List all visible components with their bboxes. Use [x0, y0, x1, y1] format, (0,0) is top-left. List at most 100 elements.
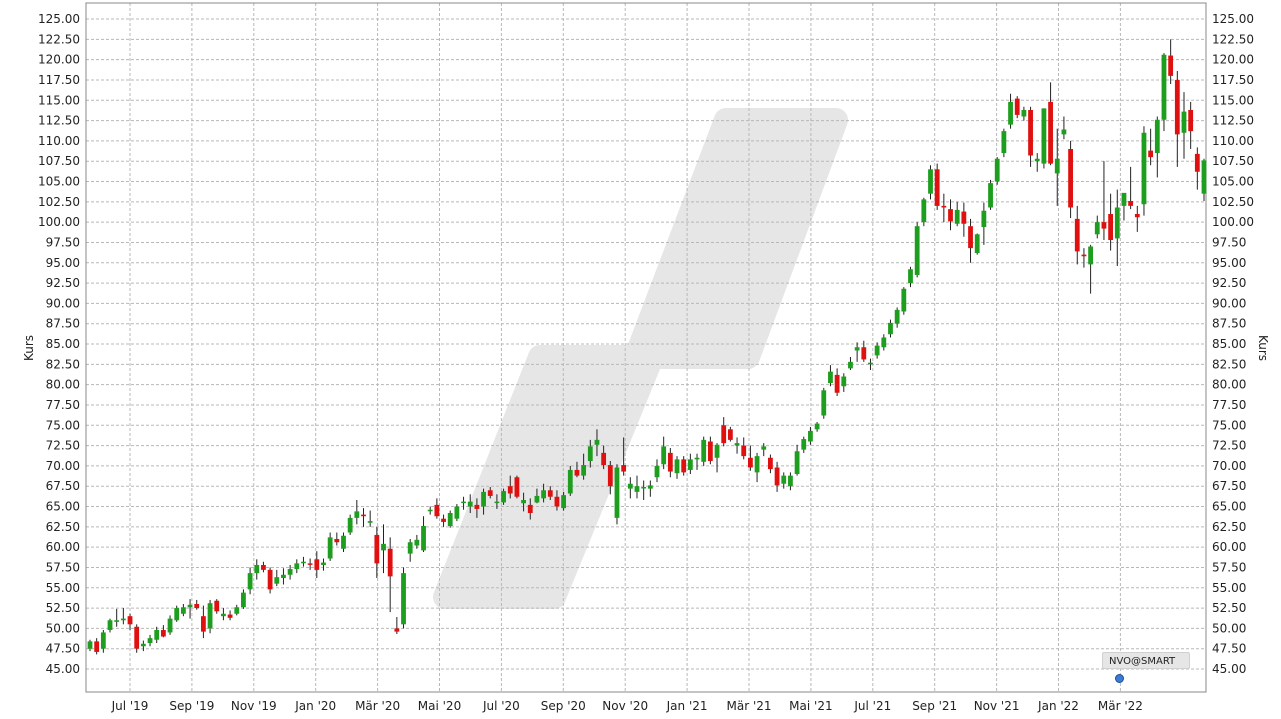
candle — [914, 222, 920, 278]
candle-body — [607, 465, 613, 487]
candle-body — [401, 573, 406, 625]
candle — [434, 498, 440, 519]
candle-body — [1168, 55, 1174, 76]
candle-body — [948, 209, 953, 222]
candle-body — [894, 309, 900, 324]
candle — [200, 605, 206, 639]
candle-body — [761, 446, 767, 450]
y-tick-label-left: 95.00 — [46, 256, 80, 270]
candles — [87, 39, 1207, 655]
candle — [768, 454, 773, 474]
candle-body — [788, 475, 793, 487]
candle-body — [100, 632, 106, 649]
candle-body — [554, 496, 560, 507]
candle — [741, 437, 747, 460]
candle-body — [621, 465, 627, 472]
candle-body — [367, 521, 373, 523]
candle-body — [241, 592, 246, 608]
candle-body — [1108, 214, 1114, 240]
candle-body — [801, 439, 807, 450]
candle-body — [828, 371, 833, 383]
y-axis-label-left: Kurs — [22, 335, 36, 361]
candle — [621, 437, 627, 476]
candle-body — [1134, 214, 1140, 218]
candle — [367, 510, 373, 527]
candle — [594, 429, 600, 457]
candle-body — [981, 210, 987, 227]
candle-body — [587, 446, 593, 461]
candle — [134, 624, 140, 653]
y-tick-label-right: 62.50 — [1212, 520, 1246, 534]
candle-body — [294, 563, 300, 570]
candle — [781, 472, 787, 489]
candle — [261, 561, 266, 573]
candle-body — [200, 616, 206, 632]
y-tick-label-left: 47.50 — [46, 642, 80, 656]
candle — [294, 559, 300, 574]
candle — [581, 453, 587, 480]
candle-body — [781, 475, 787, 484]
candle-body — [1114, 207, 1120, 239]
candle-body — [841, 376, 847, 387]
candle — [474, 498, 480, 518]
candle-body — [334, 539, 340, 543]
candle — [407, 539, 413, 562]
candle — [821, 387, 827, 419]
candle — [567, 465, 573, 496]
candle — [694, 453, 700, 470]
candle-body — [661, 446, 667, 465]
candle-body — [861, 347, 867, 360]
globe-icon — [1115, 673, 1124, 683]
candle-body — [1154, 119, 1160, 154]
candle — [1061, 116, 1067, 140]
candle — [814, 422, 820, 432]
candle — [514, 475, 520, 499]
candle-body — [321, 562, 326, 565]
candle — [1181, 92, 1187, 159]
candle — [327, 532, 333, 561]
candle — [881, 334, 887, 351]
y-tick-label-left: 57.50 — [46, 560, 80, 574]
candle-body — [1074, 218, 1080, 252]
candle — [187, 599, 193, 619]
candle — [848, 357, 853, 370]
candle — [1041, 108, 1047, 169]
y-tick-label-left: 82.50 — [46, 357, 80, 371]
candle-body — [514, 477, 520, 497]
candle-body — [1161, 54, 1167, 120]
candle — [1174, 71, 1180, 167]
candle — [928, 165, 933, 200]
candle — [614, 464, 620, 525]
candle-body — [347, 517, 353, 533]
candle-body — [701, 439, 707, 462]
candle — [1108, 193, 1114, 251]
candle — [1161, 53, 1167, 132]
y-tick-label-left: 85.00 — [46, 337, 80, 351]
candle-body — [1121, 192, 1127, 206]
candle-body — [507, 486, 513, 494]
y-tick-label-left: 45.00 — [46, 662, 80, 676]
candle-body — [928, 169, 933, 194]
candle — [1021, 106, 1027, 121]
candle-body — [647, 485, 653, 489]
candle-body — [908, 269, 913, 284]
y-tick-label-right: 117.50 — [1212, 73, 1254, 87]
x-tick-label: Jan '22 — [1037, 699, 1079, 713]
candle-body — [707, 441, 713, 461]
candle-body — [461, 501, 466, 504]
y-tick-label-right: 50.00 — [1212, 621, 1246, 635]
candle-body — [774, 467, 780, 486]
candle-body — [667, 452, 673, 472]
candle-body — [381, 543, 386, 551]
candle — [501, 488, 506, 505]
y-tick-label-left: 125.00 — [38, 12, 80, 26]
candle-body — [768, 457, 773, 470]
candle — [1014, 96, 1020, 119]
candle — [587, 439, 593, 468]
candle-body — [721, 425, 727, 444]
candle — [954, 201, 960, 227]
candle — [994, 157, 1000, 185]
y-tick-label-right: 125.00 — [1212, 12, 1254, 26]
y-tick-label-left: 105.00 — [38, 175, 80, 189]
candle — [981, 202, 987, 245]
